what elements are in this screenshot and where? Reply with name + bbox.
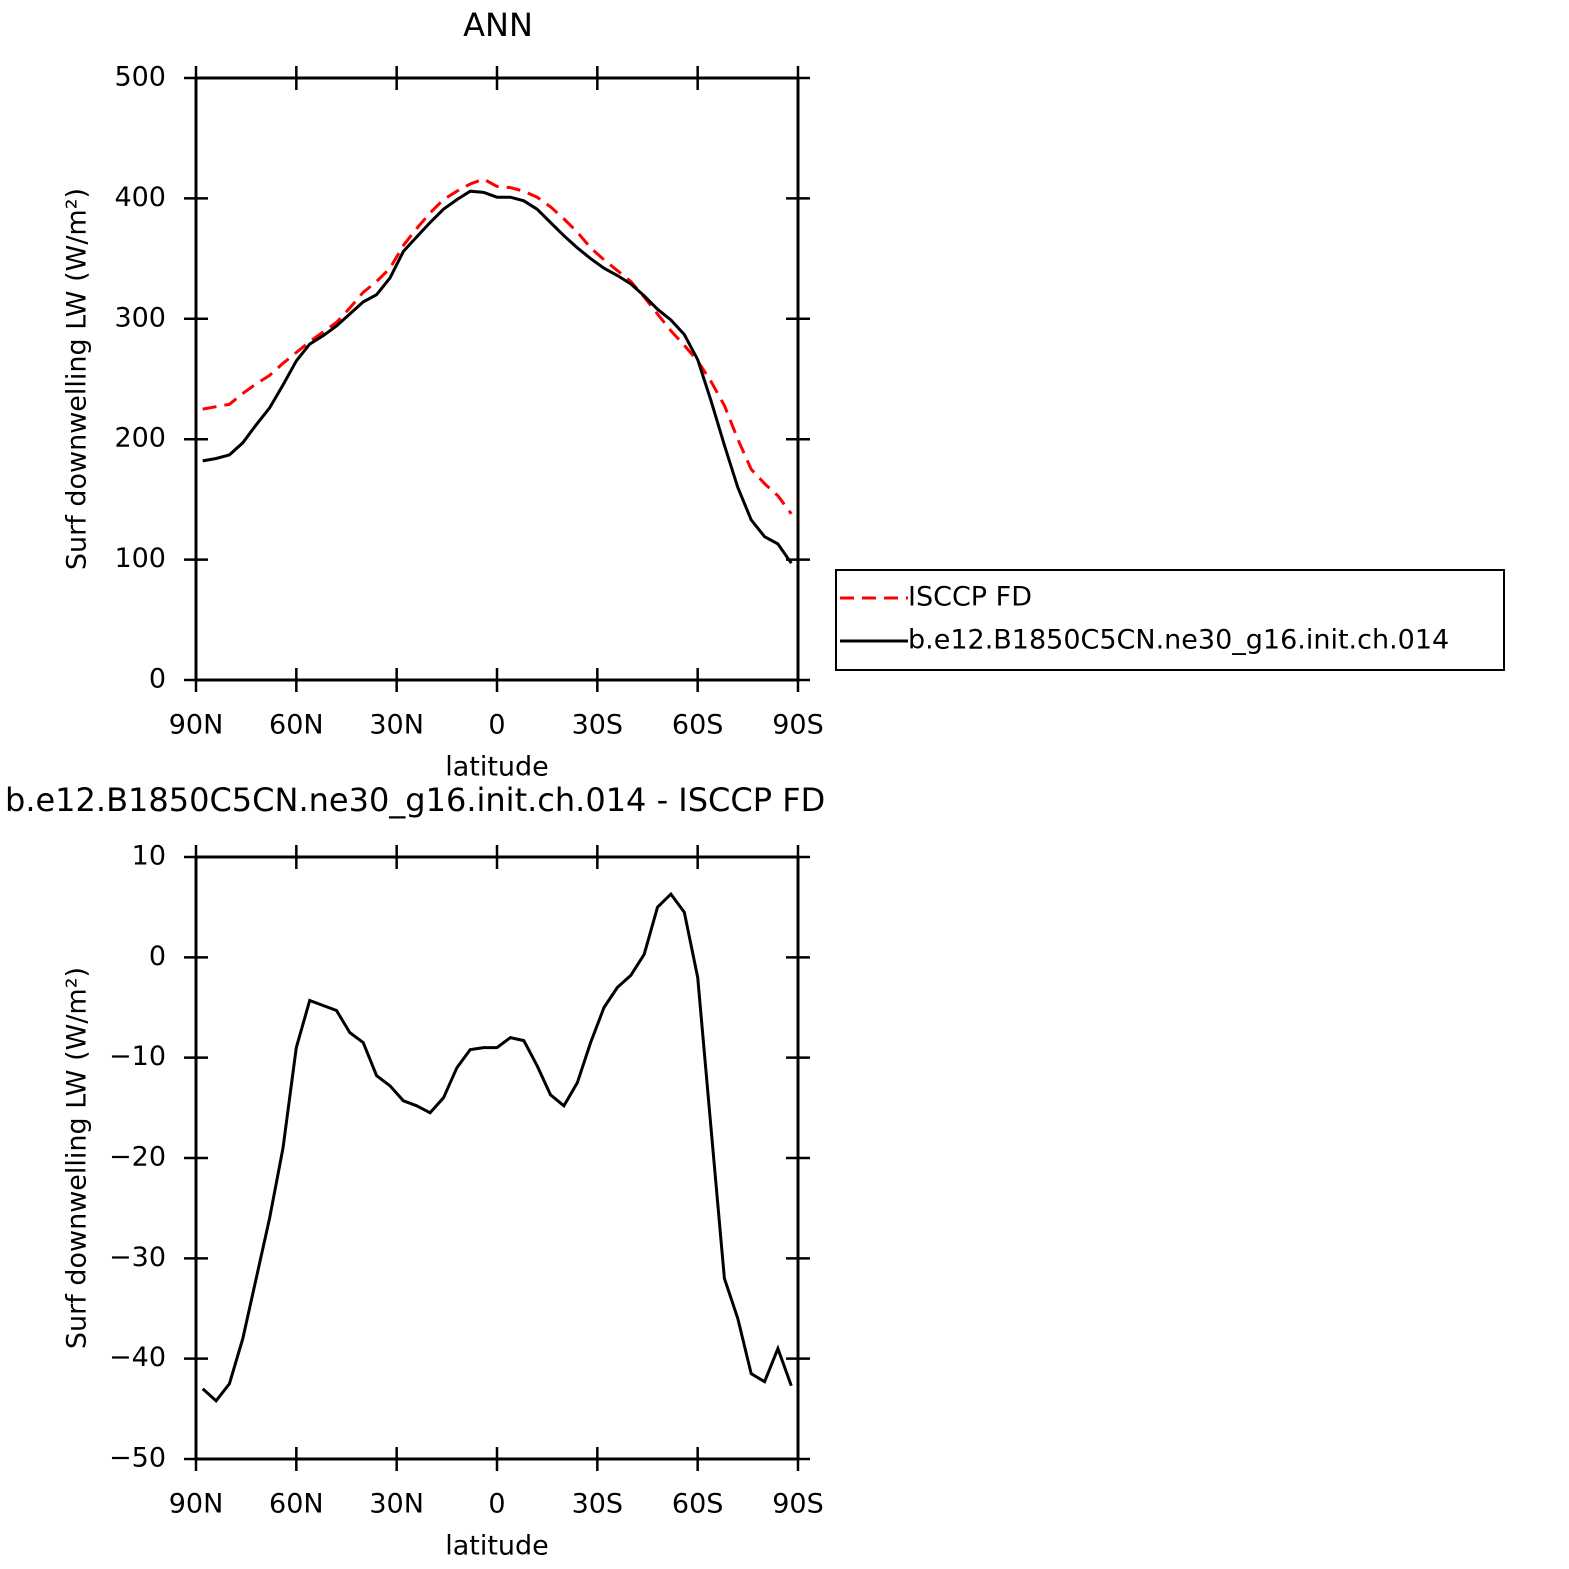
x-tick-label: 30N [369,710,424,741]
x-tick-label: 60N [269,710,324,741]
y-tick-label: 500 [114,62,166,93]
x-tick-label: 90N [169,710,224,741]
data-line [201,891,793,1403]
y-tick-label: −50 [109,1443,166,1474]
x-tick-label: 90N [169,1489,224,1520]
x-tick-label: 90S [772,710,824,741]
x-tick-label: 60S [672,710,724,741]
y-tick-label: 0 [149,664,166,695]
x-tick-label: 30N [369,1489,424,1520]
plot-frame [194,76,800,682]
y-tick-label: 0 [149,941,166,972]
y-tick-label: 400 [114,182,166,213]
y-tick-label: −40 [109,1342,166,1373]
plot-frame [194,855,800,1461]
legend-box [835,569,1505,671]
y-tick-label: −30 [109,1242,166,1273]
x-axis-label: latitude [445,1531,549,1562]
y-axis-label: Surf downwelling LW (W/m²) [62,188,93,570]
x-tick-label: 90S [772,1489,824,1520]
legend-label: ISCCP FD [908,582,1032,613]
y-tick-label: 10 [132,841,166,872]
x-tick-label: 30S [572,710,624,741]
x-tick-label: 30S [572,1489,624,1520]
legend-label: b.e12.B1850C5CN.ne30_g16.init.ch.014 [908,625,1449,656]
x-tick-label: 0 [488,710,505,741]
data-line [202,189,793,565]
x-tick-label: 60S [672,1489,724,1520]
data-line [202,177,793,515]
y-tick-label: 300 [114,302,166,333]
chart-title: b.e12.B1850C5CN.ne30_g16.init.ch.014 - I… [5,781,825,819]
y-tick-label: 200 [114,423,166,454]
y-tick-label: 100 [114,543,166,574]
y-axis-label: Surf downwelling LW (W/m²) [62,967,93,1349]
x-axis-label: latitude [445,752,549,783]
x-tick-label: 60N [269,1489,324,1520]
chart-title: ANN [463,6,533,44]
y-tick-label: −10 [109,1041,166,1072]
x-tick-label: 0 [488,1489,505,1520]
y-tick-label: −20 [109,1142,166,1173]
